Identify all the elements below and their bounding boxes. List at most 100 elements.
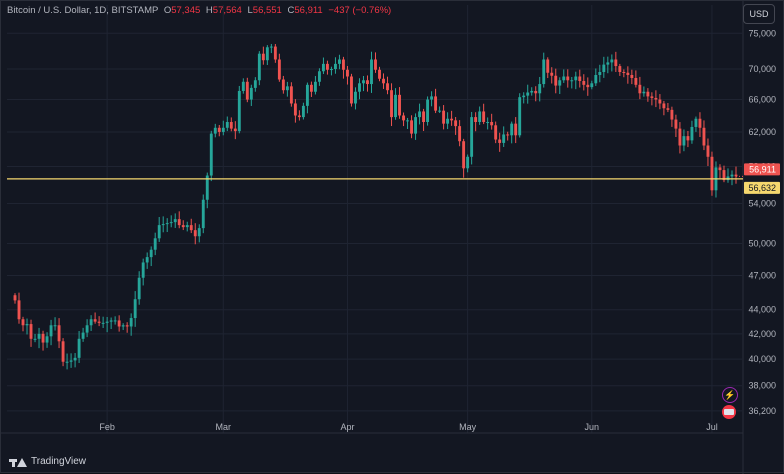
candle-body [678, 128, 682, 146]
candle-body [221, 127, 225, 132]
candle-body [317, 71, 321, 82]
candle-body [297, 115, 301, 118]
candle-body [237, 90, 241, 132]
candle-body [269, 46, 273, 48]
candle-body [374, 59, 377, 70]
candle-body [514, 123, 518, 136]
candle-body [730, 174, 734, 177]
tradingview-logo[interactable]: TradingView [9, 456, 86, 467]
x-tick-label: May [459, 422, 477, 432]
candle-body [29, 324, 33, 339]
candle-body [173, 219, 177, 223]
currency-button[interactable]: USD [743, 4, 775, 24]
candle-body [438, 110, 442, 112]
candle-body [494, 125, 498, 140]
candle-body [518, 97, 522, 136]
candle-body [229, 122, 233, 129]
candle-body [309, 84, 313, 92]
candle-body [422, 111, 426, 123]
flag-icon[interactable] [722, 405, 736, 419]
candle-body [546, 59, 550, 73]
last-price-tag [744, 163, 780, 176]
candle-body [594, 74, 598, 84]
candle-body [578, 76, 582, 82]
candle-body [105, 321, 109, 323]
candle-body [706, 145, 710, 157]
candle-body [133, 299, 137, 319]
candle-body [293, 103, 297, 116]
candle-body [662, 103, 666, 109]
candle-body [398, 94, 401, 116]
candle-body [390, 90, 393, 118]
candle-body [45, 336, 49, 343]
candle-body [109, 320, 113, 322]
candle-body [630, 74, 634, 78]
candle-body [634, 77, 638, 85]
candle-body [642, 91, 646, 94]
candle-body [366, 80, 369, 85]
candle-body [522, 95, 526, 98]
close-value: 56,911 [294, 5, 323, 16]
candle-body [570, 80, 574, 82]
open-value: 57,345 [171, 5, 201, 16]
candle-body [85, 325, 89, 333]
candle-body [598, 72, 602, 75]
candle-body [654, 97, 658, 100]
candle-body [137, 277, 141, 300]
candle-body [241, 81, 245, 91]
high-value: 57,564 [212, 5, 242, 16]
candle-body [722, 170, 726, 181]
candle-body [17, 300, 21, 320]
candle-body [305, 84, 309, 106]
candle-body [550, 72, 554, 76]
line-price-tag [744, 181, 780, 194]
flash-icon[interactable]: ⚡ [722, 387, 738, 403]
y-tick-label: 42,000 [748, 329, 776, 339]
symbol-title: Bitcoin / U.S. Dollar, 1D, BITSTAMP [7, 5, 159, 16]
candle-body [382, 78, 385, 84]
candle-body [450, 118, 454, 121]
candle-body [562, 76, 566, 81]
candle-body [462, 141, 466, 169]
candle-body [566, 76, 570, 81]
candle-body [526, 92, 530, 96]
candle-body [145, 257, 149, 263]
candle-body [121, 325, 125, 327]
candle-body [141, 262, 145, 278]
candle-body [169, 222, 173, 224]
candle-body [666, 108, 670, 110]
candle-body [65, 361, 69, 363]
tradingview-mark-icon [9, 457, 27, 467]
candle-body [618, 66, 622, 73]
candle-body [157, 225, 161, 239]
open-label: O [163, 5, 172, 16]
line-price-label: 56,632 [748, 183, 776, 193]
y-tick-label: 47,000 [748, 271, 776, 281]
candle-body [125, 325, 129, 327]
candle-body [245, 81, 249, 100]
candle-body [97, 321, 101, 323]
candle-body [586, 84, 590, 88]
candle-body [530, 90, 534, 93]
candle-body [249, 87, 253, 100]
candle-body [458, 126, 462, 142]
candle-body [718, 167, 722, 171]
candle-body [313, 81, 317, 92]
candle-body [674, 119, 678, 129]
candle-body [682, 136, 686, 146]
candle-body [273, 46, 277, 60]
candle-body [329, 69, 333, 71]
candle-body [33, 338, 37, 340]
x-tick-label: Apr [340, 422, 354, 432]
candle-body [690, 126, 694, 141]
y-tick-label: 70,000 [748, 64, 776, 74]
candle-body [490, 122, 494, 126]
candle-body [638, 84, 642, 94]
candle-body [386, 83, 389, 91]
candle-body [161, 224, 165, 226]
candle-body [362, 80, 365, 84]
candle-body [225, 122, 229, 128]
candle-body [582, 81, 586, 85]
